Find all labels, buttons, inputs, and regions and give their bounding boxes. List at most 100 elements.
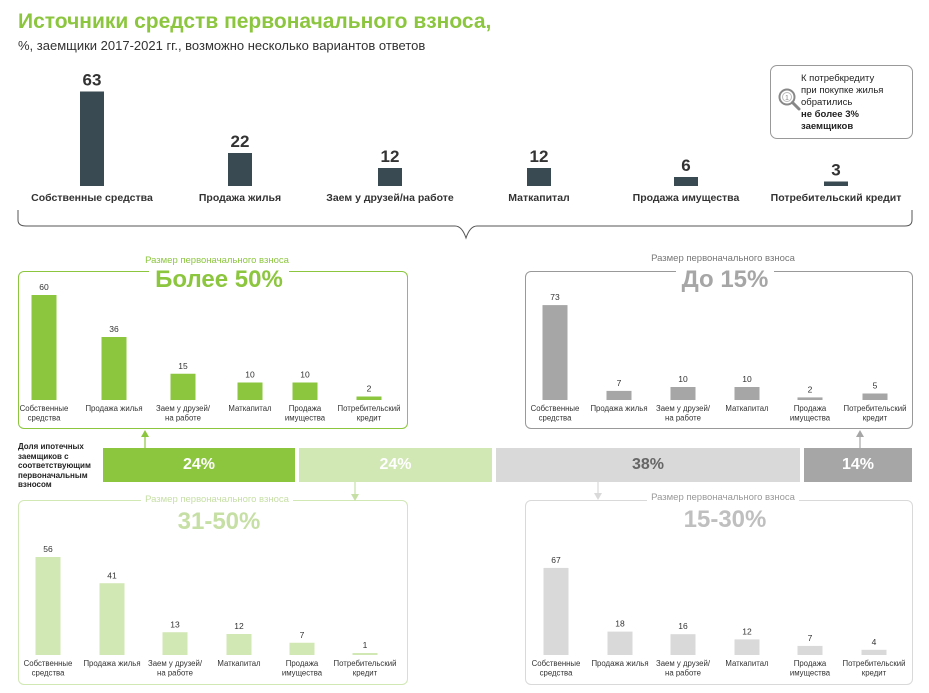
overall-bar: [674, 177, 698, 186]
overall-value-label: 3: [831, 161, 840, 180]
panel-15to30-bar: [543, 567, 569, 655]
panel-over50-category-label: Маткапитал: [228, 404, 272, 413]
overall-brace: [17, 210, 913, 240]
panel-31to50-bar: [35, 557, 61, 655]
panel-over50-category-label: Заем у друзей/: [156, 404, 211, 413]
panel-15to30-bar: [861, 649, 887, 655]
panel-15to30-title: 15-30%: [525, 506, 925, 534]
overall-category-label: Продажа жилья: [199, 192, 281, 204]
panel-31to50-value-label: 41: [107, 570, 117, 580]
panel-15to30-bar: [797, 645, 823, 655]
panel-upto15-category-label: Маткапитал: [725, 404, 769, 413]
panel-15to30-bar: [734, 639, 760, 655]
overall-bar: [228, 153, 252, 186]
panel-31to50-category-label: кредит: [353, 669, 378, 678]
panel-31to50-category-label: Маткапитал: [217, 659, 261, 668]
panel-31to50-bar: [352, 653, 378, 655]
overall-value-label: 6: [681, 156, 690, 175]
panel-upto15-value-label: 10: [742, 374, 752, 384]
panel-upto15-category-label: Заем у друзей/: [656, 404, 711, 413]
panel-over50-category-label: Продажа жилья: [85, 404, 142, 413]
panel-upto15-value-label: 73: [550, 292, 560, 302]
panel-upto15-bar: [734, 387, 760, 400]
panel-31to50-category-label: Собственные: [24, 659, 73, 668]
panel-upto15-bar: [797, 397, 823, 400]
panel-31to50-title: 31-50%: [0, 508, 438, 536]
panel-15to30-category-label: на работе: [665, 669, 701, 678]
svg-text:1: 1: [785, 95, 789, 102]
panel-15to30-category-label: Собственные: [532, 659, 581, 668]
overall-category-label: Собственные средства: [31, 192, 153, 204]
panel-upto15-value-label: 2: [808, 384, 813, 394]
panel-over50-bar: [170, 373, 196, 400]
panel-31to50-value-label: 13: [170, 619, 180, 629]
overall-bar: [80, 91, 104, 186]
panel-15to30-category-label: Продажа жилья: [591, 659, 648, 668]
overall-category-label: Потребительский кредит: [771, 192, 902, 204]
overall-value-label: 12: [530, 147, 549, 166]
panel-15to30-category-label: имущества: [790, 669, 831, 678]
panel-31to50-bar: [162, 632, 188, 655]
panel-upto15-category-label: кредит: [863, 414, 888, 423]
panel-over50-value-label: 15: [178, 361, 188, 371]
panel-over50-bar: [101, 337, 127, 400]
panel-over50-bar: [31, 295, 57, 400]
callout-line-4: не более 3%: [801, 109, 859, 120]
panel-over50-bar: [292, 382, 318, 400]
consumer-credit-callout: 1 К потребкредиту при покупке жилья обра…: [770, 65, 913, 139]
panel-15to30-value-label: 12: [742, 626, 752, 636]
magnifier-icon: 1: [778, 88, 801, 111]
panel-upto15-category-label: Продажа: [794, 404, 827, 413]
overall-value-label: 63: [83, 71, 102, 90]
panel-over50-category-label: Продажа: [289, 404, 322, 413]
overall-bar: [378, 168, 402, 186]
panel-15to30-category-label: кредит: [862, 669, 887, 678]
panel-over50-value-label: 10: [245, 370, 255, 380]
panel-upto15-category-label: Собственные: [531, 404, 580, 413]
panel-over50-category-label: Потребительский: [338, 404, 401, 413]
overall-bar: [824, 181, 848, 186]
panel-over50-category-label: имущества: [285, 414, 326, 423]
panel-15to30-value-label: 18: [615, 619, 625, 629]
panel-over50-value-label: 2: [367, 384, 372, 394]
panel-31to50-value-label: 56: [43, 544, 53, 554]
panel-15to30-label: Размер первоначального взноса: [525, 492, 921, 503]
chart-title: Источники средств первоначального взноса…: [18, 10, 492, 33]
panel-31to50-label: Размер первоначального взноса: [0, 494, 434, 505]
panel-31to50-category-label: Продажа жилья: [83, 659, 140, 668]
arrow-over50: [141, 430, 149, 448]
panel-31to50-category-label: Потребительский: [334, 659, 397, 668]
panel-31to50-bar: [226, 634, 252, 655]
panel-upto15-label: Размер первоначального взноса: [525, 253, 921, 264]
panel-31to50-bar: [99, 583, 125, 655]
share-31to50: 24%: [299, 448, 492, 482]
callout-line-2: при покупке жилья: [801, 85, 884, 96]
panel-15to30-bar: [607, 631, 633, 655]
panel-15to30-category-label: Заем у друзей/: [656, 659, 711, 668]
panel-upto15-bar: [670, 387, 696, 400]
chart-subtitle: %, заемщики 2017-2021 гг., возможно неск…: [18, 38, 426, 53]
overall-value-label: 12: [381, 147, 400, 166]
panel-over50-value-label: 60: [39, 282, 49, 292]
panel-15to30-value-label: 16: [678, 621, 688, 631]
overall-category-label: Продажа имущества: [633, 192, 740, 204]
panel-over50-value-label: 36: [109, 324, 119, 334]
panel-31to50-value-label: 7: [300, 630, 305, 640]
panel-upto15-category-label: имущества: [790, 414, 831, 423]
shares-label: Доля ипотечных заемщиков с соответствующ…: [18, 442, 91, 489]
panel-upto15-value-label: 7: [617, 378, 622, 388]
panel-over50-value-label: 10: [300, 370, 310, 380]
panel-15to30-category-label: Маткапитал: [725, 659, 769, 668]
panel-31to50-category-label: имущества: [282, 669, 323, 678]
panel-upto15-title: До 15%: [525, 266, 925, 294]
panel-upto15-bar: [542, 305, 568, 400]
overall-bar: [527, 168, 551, 186]
callout-line-1: К потребкредиту: [801, 73, 875, 84]
callout-line-5: заемщиков: [801, 121, 854, 132]
panel-upto15-category-label: на работе: [665, 414, 701, 423]
